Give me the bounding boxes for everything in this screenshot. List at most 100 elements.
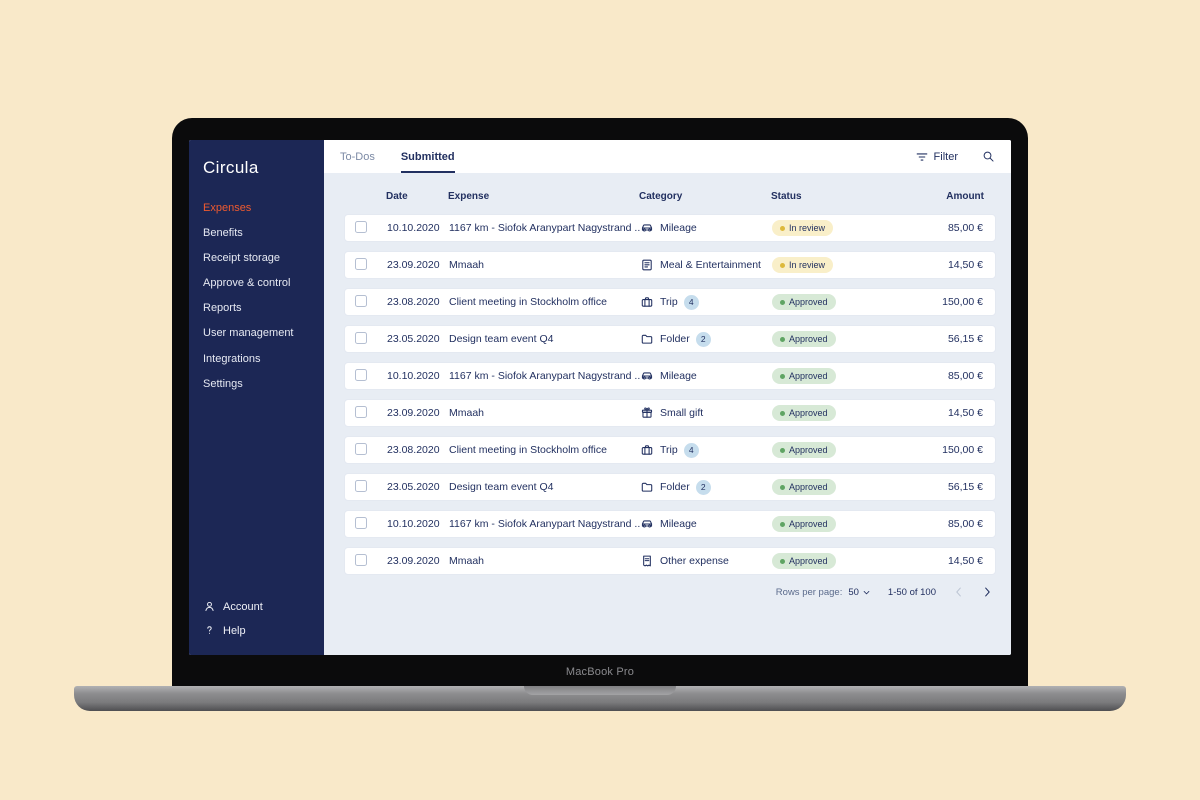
column-date: Date [386, 191, 408, 202]
expense-row[interactable]: 10.10.2020 1167 km - Siofok Aranypart Na… [344, 510, 996, 538]
macbook-base [74, 686, 1126, 711]
column-status: Status [771, 191, 802, 202]
filter-label: Filter [933, 150, 958, 163]
status-badge: Approved [772, 442, 836, 458]
tab-submitted[interactable]: Submitted [400, 140, 455, 173]
row-checkbox[interactable] [355, 516, 367, 529]
status-label: Approved [789, 482, 828, 492]
sidebar-item-benefits[interactable]: Benefits [203, 227, 243, 240]
row-checkbox[interactable] [355, 442, 367, 455]
pagination-controls [952, 585, 994, 599]
category-label: Other expense [660, 555, 729, 567]
column-amount: Amount [946, 191, 984, 202]
status-dot [780, 447, 785, 453]
search-icon[interactable] [982, 150, 995, 163]
sidebar-item-account[interactable]: Account [203, 600, 263, 613]
category-label: Trip [660, 296, 678, 308]
category-label: Mileage [660, 370, 697, 382]
expense-title: Mmaah [449, 555, 485, 567]
expense-amount: 85,00 € [947, 222, 983, 234]
row-checkbox[interactable] [355, 257, 367, 270]
tab-to-dos[interactable]: To-Dos [340, 150, 375, 163]
pagination: Rows per page: 50 1-50 of 100 [344, 585, 996, 599]
expense-category: Folder 2 [640, 479, 772, 495]
sidebar-item-approve-control[interactable]: Approve & control [203, 277, 291, 290]
expense-category: Trip 4 [640, 294, 772, 310]
sidebar-item-expenses[interactable]: Expenses [203, 202, 252, 214]
status-badge: In review [772, 220, 834, 236]
category-label: Trip [660, 444, 678, 456]
expense-date: 23.08.2020 [387, 444, 440, 456]
status-badge: In review [772, 257, 834, 273]
expense-category: Folder 2 [640, 331, 772, 347]
row-checkbox[interactable] [355, 479, 367, 492]
category-count-badge: 4 [683, 294, 699, 310]
row-checkbox[interactable] [355, 331, 367, 344]
expense-row[interactable]: 23.05.2020 Design team event Q4 Folder 2… [344, 325, 996, 353]
expense-title: 1167 km - Siofok Aranypart Nagystrand ..… [449, 370, 640, 382]
expense-row[interactable]: 23.09.2020 Mmaah Other expense Approved … [344, 547, 996, 575]
pagination-range: 1-50 of 100 [887, 586, 936, 598]
filter-button[interactable]: Filter [915, 150, 958, 164]
rows-per-page-select[interactable]: 50 [848, 587, 872, 598]
row-checkbox[interactable] [355, 220, 367, 233]
expense-amount: 56,15 € [947, 481, 983, 493]
sidebar-item-help[interactable]: Help [203, 624, 263, 637]
account-label: Account [223, 600, 263, 613]
expense-title: 1167 km - Siofok Aranypart Nagystrand ..… [449, 518, 640, 530]
sidebar-item-receipt-storage[interactable]: Receipt storage [203, 252, 281, 265]
expense-date: 10.10.2020 [387, 518, 440, 530]
expense-amount: 85,00 € [947, 518, 983, 530]
row-checkbox[interactable] [355, 405, 367, 418]
status-label: Approved [789, 408, 828, 418]
rows-per-page-label: Rows per page: [775, 586, 843, 598]
expense-row[interactable]: 23.09.2020 Mmaah Small gift Approved 14,… [344, 399, 996, 427]
expense-amount: 150,00 € [942, 444, 983, 456]
expense-row[interactable]: 10.10.2020 1167 km - Siofok Aranypart Na… [344, 214, 996, 242]
sidebar-item-user-management[interactable]: User management [203, 327, 294, 340]
chevron-right-icon[interactable] [980, 585, 994, 599]
status-dot [780, 336, 785, 342]
status-dot [780, 299, 785, 305]
expense-date: 10.10.2020 [387, 222, 440, 234]
expense-category: Mileage [640, 517, 772, 531]
category-label: Mileage [660, 222, 697, 234]
macbook-screen: Circula Expenses Benefits Receipt storage A… [172, 118, 1028, 686]
expense-row[interactable]: 23.08.2020 Client meeting in Stockholm o… [344, 436, 996, 464]
row-checkbox[interactable] [355, 368, 367, 381]
row-checkbox[interactable] [355, 294, 367, 307]
status-badge: Approved [772, 368, 836, 384]
trip-icon [640, 295, 654, 309]
expense-row[interactable]: 23.09.2020 Mmaah Meal & Entertainment In… [344, 251, 996, 279]
device-label: MacBook Pro [565, 666, 635, 678]
sidebar-item-settings[interactable]: Settings [203, 377, 243, 390]
sidebar-nav: Expenses Benefits Receipt storage Approve &… [203, 202, 310, 390]
chevron-left-icon[interactable] [952, 585, 966, 599]
expense-date: 23.05.2020 [387, 481, 440, 493]
sidebar-item-integrations[interactable]: Integrations [203, 352, 261, 365]
status-badge: Approved [772, 294, 836, 310]
expense-row[interactable]: 10.10.2020 1167 km - Siofok Aranypart Na… [344, 362, 996, 390]
status-label: Approved [789, 556, 828, 566]
row-checkbox[interactable] [355, 553, 367, 566]
gift-icon [640, 406, 654, 420]
column-expense: Expense [448, 191, 490, 202]
expense-amount: 85,00 € [947, 370, 983, 382]
status-badge: Approved [772, 331, 836, 347]
expense-row[interactable]: 23.08.2020 Client meeting in Stockholm o… [344, 288, 996, 316]
car-icon [640, 369, 654, 383]
status-badge: Approved [772, 516, 836, 532]
status-label: In review [789, 260, 826, 270]
expense-category: Trip 4 [640, 442, 772, 458]
category-label: Meal & Entertainment [660, 259, 761, 271]
expense-amount: 14,50 € [947, 407, 983, 419]
expense-row[interactable]: 23.05.2020 Design team event Q4 Folder 2… [344, 473, 996, 501]
status-label: Approved [789, 445, 828, 455]
tabs: To-Dos Submitted [340, 140, 455, 173]
status-badge: Approved [772, 479, 836, 495]
expense-category: Mileage [640, 221, 772, 235]
table-header: Date Expense Category Status Amount [344, 191, 996, 202]
status-dot [780, 373, 785, 379]
status-label: Approved [789, 371, 828, 381]
sidebar-item-reports[interactable]: Reports [203, 302, 242, 315]
